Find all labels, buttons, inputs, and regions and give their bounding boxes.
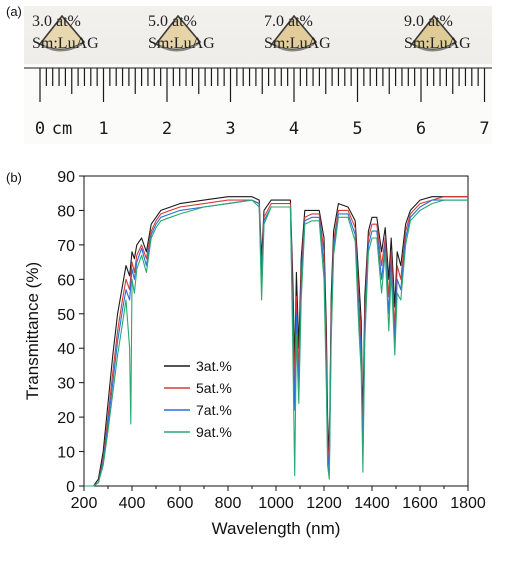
y-tick-label: 0 — [66, 479, 75, 496]
ruler-number: 2 — [162, 119, 172, 139]
sample-edge — [43, 43, 83, 52]
series-line — [84, 199, 468, 487]
y-tick-label: 50 — [57, 307, 75, 324]
samples — [38, 14, 458, 52]
ruler-number: 7 — [479, 119, 489, 139]
x-tick-label: 200 — [71, 495, 98, 512]
ruler-number: 1 — [98, 119, 108, 139]
x-tick-label: 1400 — [354, 495, 390, 512]
series-line — [84, 196, 468, 487]
sample-edge — [415, 43, 455, 52]
ruler-ticks — [24, 67, 492, 102]
x-tick-label: 400 — [119, 495, 146, 512]
series-line — [84, 199, 468, 487]
ruler-number: 4 — [289, 119, 299, 139]
ruler-number: 3 — [225, 119, 235, 139]
sample-concentration: 3.0 at% — [32, 13, 81, 30]
sample-material: Sm:LuAG — [148, 35, 215, 52]
sample-piece — [154, 14, 202, 52]
y-tick-label: 30 — [57, 376, 75, 393]
ruler — [24, 64, 492, 144]
sample-photo-drawing: 0 1 2 3 4 5 6 7 cm — [24, 14, 492, 144]
sample-edge — [275, 43, 315, 52]
sample-concentration: 9.0 at% — [404, 13, 453, 30]
y-tick-label: 60 — [57, 272, 75, 289]
ruler-unit: cm — [52, 119, 72, 139]
y-tick-label: 10 — [57, 445, 75, 462]
y-tick-label: 90 — [57, 169, 75, 186]
legend-label: 3at.% — [196, 358, 232, 374]
x-axis-title: Wavelength (nm) — [212, 519, 341, 538]
sample-piece — [38, 14, 86, 52]
series-line — [84, 196, 468, 487]
sample-photo: 0 1 2 3 4 5 6 7 cm 3.0 at% Sm:LuAG 5.0 at% Sm:LuAG 7… — [24, 6, 492, 144]
legend: 3at.% 5at.% 7at.% 9at.% — [164, 358, 232, 440]
ruler-number: 5 — [352, 119, 362, 139]
sample-material: Sm:LuAG — [404, 35, 471, 52]
x-tick-label: 1800 — [450, 495, 486, 512]
y-axis-ticks: 0 10 20 30 40 50 60 70 80 90 — [57, 169, 84, 496]
x-tick-label: 600 — [167, 495, 194, 512]
y-tick-label: 40 — [57, 341, 75, 358]
y-tick-label: 70 — [57, 238, 75, 255]
sample-concentration: 5.0 at% — [148, 13, 197, 30]
transmittance-chart: 200 400 600 800 1000 1200 1400 1600 1800 0 10 20 30… — [23, 169, 486, 538]
panel-a-label: (a) — [6, 4, 22, 19]
sample-concentration: 7.0 at% — [264, 13, 313, 30]
series-lines — [84, 196, 468, 487]
sample-material: Sm:LuAG — [264, 35, 331, 52]
sample-piece — [410, 14, 458, 52]
x-tick-label: 1200 — [306, 495, 342, 512]
legend-label: 5at.% — [196, 380, 232, 396]
sample-piece — [270, 14, 318, 52]
ruler-number: 0 — [35, 119, 45, 139]
sample-material: Sm:LuAG — [32, 35, 99, 52]
ruler-number: 6 — [416, 119, 426, 139]
x-axis-ticks: 200 400 600 800 1000 1200 1400 1600 1800 — [71, 486, 486, 512]
y-axis-title: Transmittance (%) — [23, 262, 42, 400]
x-tick-label: 800 — [215, 495, 242, 512]
y-tick-label: 80 — [57, 203, 75, 220]
panel-b-label: (b) — [6, 170, 22, 185]
legend-label: 7at.% — [196, 402, 232, 418]
x-tick-label: 1000 — [258, 495, 294, 512]
sample-edge — [159, 43, 199, 52]
x-tick-label: 1600 — [402, 495, 438, 512]
legend-label: 9at.% — [196, 424, 232, 440]
y-tick-label: 20 — [57, 410, 75, 427]
ruler-numbers: 0 1 2 3 4 5 6 7 cm — [35, 119, 490, 139]
